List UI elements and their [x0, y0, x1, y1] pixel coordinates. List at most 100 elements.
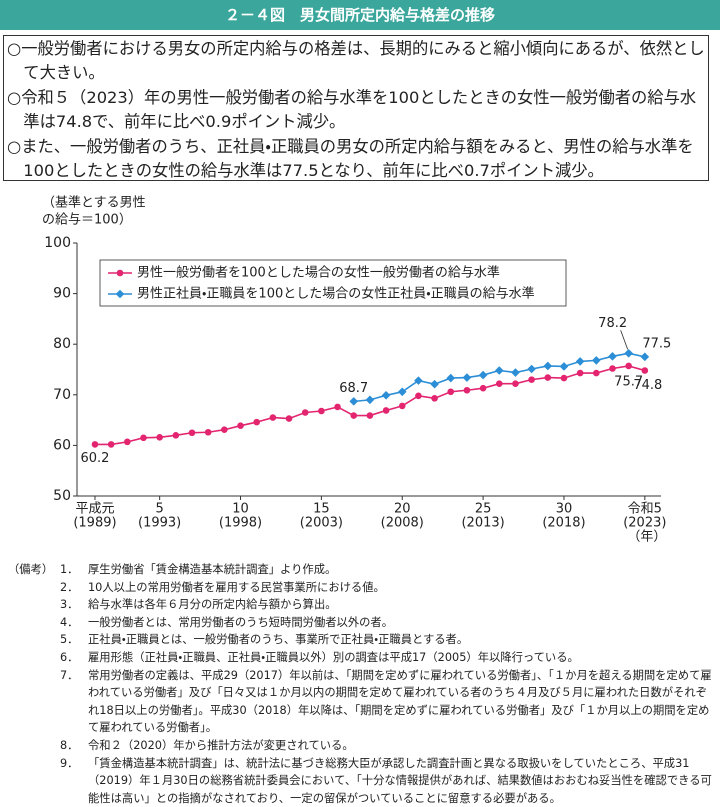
note-number: 1． [60, 563, 79, 576]
data-point [593, 369, 600, 377]
data-point [253, 418, 260, 426]
note-number: 7． [60, 668, 79, 682]
x-axis-unit: （年） [627, 530, 666, 545]
note-row: 9． 「賃金構造基本統計調査」は、統計法に基づき総務大臣が承認した調査計画と異なる… [8, 755, 714, 807]
data-point [431, 395, 438, 402]
note-row: 5． 正社員・正職員とは、一般労働者のうち、事業所で正社員・正職員とする者。 [8, 631, 714, 649]
data-point [528, 376, 535, 383]
data-point [366, 412, 374, 419]
spacer [8, 755, 60, 807]
data-point [398, 402, 406, 410]
note-row: 8． 令和２（2020）年から推計方法が変更されている。 [8, 737, 714, 755]
data-point [397, 387, 407, 397]
x-tick-year: (2018) [542, 516, 585, 531]
x-tick-label: 平成元 [75, 502, 114, 517]
y-axis-label: （基準とする男性 [42, 195, 146, 211]
note-number: 2． [60, 580, 79, 594]
data-point [576, 369, 584, 377]
data-point [625, 362, 632, 370]
spacer [8, 614, 60, 632]
data-point [91, 441, 99, 448]
legend: 男性一般労働者を100とした場合の女性一般労働者の給与水準男性正社員・正職員を1… [99, 259, 567, 307]
data-label: 78.2 [598, 316, 627, 331]
x-tick-label: 15 [313, 502, 330, 517]
data-point [592, 356, 601, 365]
data-point [478, 370, 488, 380]
header-title: ２－４図 男女間所定内給与格差の推移 [0, 0, 720, 30]
y-tick-label: 70 [53, 387, 71, 403]
data-point [559, 362, 569, 371]
note-text: 給与水準は各年６月分の所定内給与額から算出。 [88, 598, 337, 612]
x-tick-year: (2003) [300, 516, 343, 531]
y-tick-label: 100 [44, 235, 71, 251]
data-point [237, 422, 244, 429]
data-point [494, 366, 504, 375]
x-tick-year: (1989) [73, 516, 116, 531]
data-point [446, 373, 456, 383]
y-tick-label: 50 [53, 488, 71, 504]
spacer [8, 596, 60, 614]
note-number: 6． [60, 650, 79, 664]
data-label: 68.7 [339, 381, 368, 396]
note-row: 2． 10人以上の常用労働者を雇用する民営事業所における値。 [8, 579, 714, 597]
y-tick-label: 60 [53, 437, 71, 453]
note-number: 8． [60, 738, 79, 752]
data-point [495, 380, 503, 387]
note-text: 雇用形態（正社員・正職員、正社員・正職員以外）別の調査は平成17（2005）年以… [88, 650, 579, 664]
note-row: 3． 給与水準は各年６月分の所定内給与額から算出。 [8, 596, 714, 614]
data-point [608, 352, 617, 361]
note-number: 5． [60, 633, 79, 647]
data-point [382, 407, 390, 414]
note-text: 厚生労働省「賃金構造基本統計調査」より作成。 [88, 563, 337, 576]
note-text: 一般労働者とは、常用労働者のうち短時間労働者以外の者。 [88, 615, 394, 629]
x-tick-year: (2013) [461, 516, 504, 531]
data-label: 74.8 [633, 378, 662, 393]
x-tick-label: 令和5 [628, 502, 662, 517]
data-point [334, 403, 341, 411]
data-point [107, 441, 115, 448]
notes-label: （備考） [8, 563, 54, 576]
data-point [544, 374, 552, 381]
note-text: 10人以上の常用労働者を雇用する民営事業所における値。 [88, 580, 385, 594]
legend-marker [115, 289, 125, 299]
data-point [301, 409, 309, 416]
x-tick-year: (1993) [138, 516, 181, 531]
x-tick-label: 5 [156, 502, 164, 517]
summary-item: ○令和５（2023）年の男性一般労働者の給与水準を100としたときの女性一般労働… [7, 87, 697, 132]
data-point [365, 395, 375, 405]
x-tick-year: (1998) [219, 516, 262, 531]
data-point [640, 352, 650, 362]
notes: （備考） 1． 厚生労働省「賃金構造基本統計調査」より作成。 2． 10人以上の常用労働… [8, 561, 714, 807]
legend-box [99, 259, 567, 307]
data-point [269, 414, 277, 421]
summary-item: ○また、一般労働者のうち、正社員・正職員の男女の所定内給与額をみると、男性の給与… [7, 136, 694, 181]
note-text: 令和２（2020）年から推計方法が変更されている。 [88, 738, 354, 752]
y-axis-label: の給与＝100） [42, 213, 132, 228]
note-number: 4． [60, 615, 79, 629]
data-point [414, 376, 423, 385]
x-tick-year: (2008) [381, 516, 424, 531]
data-point [512, 380, 519, 387]
note-row: 4． 一般労働者とは、常用労働者のうち短時間労働者以外の者。 [8, 614, 714, 632]
data-point [462, 373, 472, 382]
data-point [430, 379, 439, 389]
x-tick-label: 25 [475, 502, 492, 517]
chart: （基準とする男性 の給与＝100） 50 60 70 80 90 100 平成元(1989)… [42, 195, 671, 545]
data-point [624, 349, 633, 358]
spacer [8, 631, 60, 649]
data-point [463, 386, 471, 394]
note-row: 7． 常用労働者の定義は、平成29（2017）年以前は、「期間を定めずに雇われてい… [8, 667, 714, 737]
data-point [527, 364, 536, 374]
x-tick-label: 10 [232, 502, 249, 517]
legend-label: 男性一般労働者を100とした場合の女性一般労働者の給与水準 [137, 265, 500, 281]
data-point [285, 415, 293, 422]
spacer [8, 737, 60, 755]
x-tick-label: 20 [394, 502, 411, 517]
data-point [543, 361, 553, 371]
legend-marker [116, 269, 124, 277]
note-text: 正社員・正職員とは、一般労働者のうち、事業所で正社員・正職員とする者。 [88, 633, 469, 647]
data-point [479, 384, 487, 392]
data-point [156, 434, 163, 441]
note-number: 9． [60, 756, 79, 770]
